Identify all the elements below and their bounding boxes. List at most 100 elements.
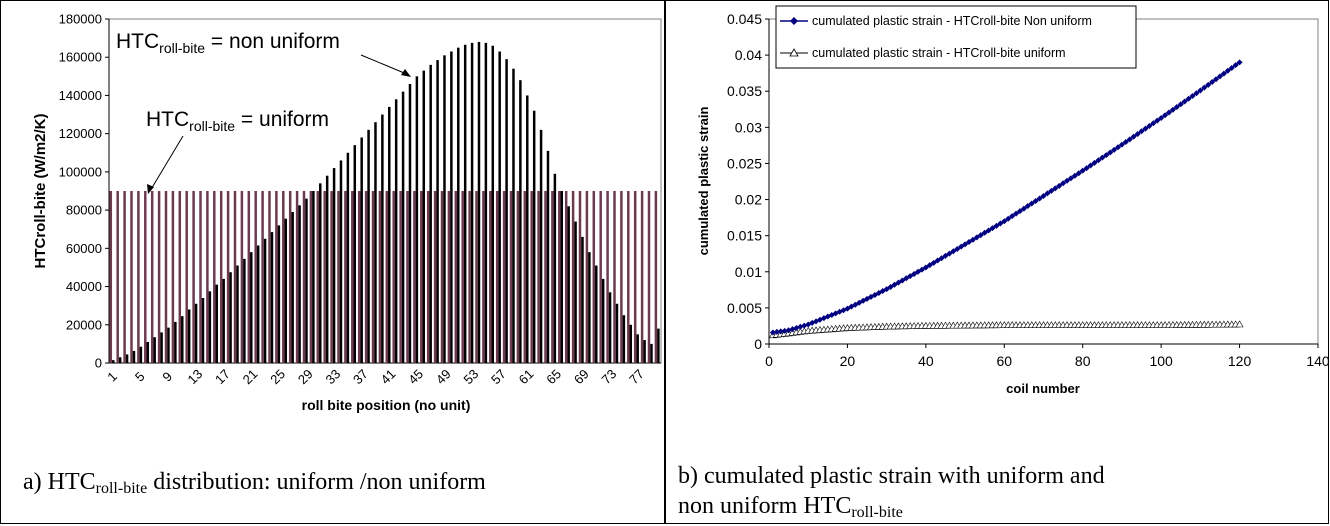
x-tick-label-a: 73: [598, 366, 619, 387]
bar-uniform: [509, 191, 513, 363]
x-tick-label-a: 1: [104, 369, 120, 385]
bar-non-uniform: [615, 303, 619, 363]
bar-non-uniform: [381, 114, 384, 363]
y-axis-label-a: HTCroll-bite (W/m2/K): [32, 114, 49, 269]
marker-non-uniform: [793, 324, 800, 331]
marker-non-uniform: [1013, 210, 1020, 217]
bar-uniform: [627, 191, 630, 363]
marker-non-uniform: [1228, 64, 1235, 71]
y-axis-label-b: cumulated plastic strain: [696, 107, 711, 256]
marker-non-uniform: [1181, 98, 1188, 105]
bar-non-uniform: [353, 145, 357, 363]
marker-non-uniform: [1060, 180, 1067, 187]
bar-uniform: [240, 191, 244, 363]
marker-non-uniform: [1134, 130, 1141, 137]
marker-non-uniform: [1115, 144, 1122, 151]
bar-uniform: [640, 191, 644, 363]
y-tick-label-a: 100000: [59, 164, 102, 179]
bar-uniform: [357, 191, 361, 363]
x-tick-label-a: 65: [543, 366, 564, 387]
bar-uniform: [254, 191, 257, 363]
bar-non-uniform: [388, 106, 391, 364]
bar-non-uniform: [367, 129, 370, 363]
bar-non-uniform: [208, 291, 212, 363]
marker-non-uniform: [1024, 203, 1031, 210]
panel-a: 0 20000 40000 60000 80000 100000 120000 140000 1…: [0, 0, 665, 524]
bar-non-uniform: [132, 350, 136, 363]
bar-uniform: [620, 191, 623, 363]
legend-marker-uniform: [789, 48, 799, 57]
bar-non-uniform: [291, 212, 294, 363]
bar-uniform: [489, 191, 492, 363]
marker-non-uniform: [977, 232, 984, 239]
bar-non-uniform: [243, 258, 246, 363]
bar-non-uniform: [429, 64, 432, 363]
legend-label-non-uniform: cumulated plastic strain - HTCroll-bite …: [812, 14, 1092, 28]
marker-non-uniform: [1142, 125, 1149, 132]
bar-non-uniform: [118, 357, 122, 363]
bar-uniform: [482, 191, 485, 363]
bar-uniform: [226, 191, 230, 363]
bar-uniform: [551, 191, 554, 363]
bar-uniform: [654, 191, 658, 363]
bar-non-uniform: [498, 51, 501, 363]
bar-non-uniform: [463, 44, 467, 364]
arrow-line-uniform: [149, 135, 184, 192]
bar-uniform: [144, 191, 147, 363]
y-tick-label-a: 160000: [59, 50, 102, 65]
plot-area-a: [108, 18, 662, 364]
marker-non-uniform: [891, 281, 898, 288]
x-tick-label-b: 40: [918, 353, 934, 369]
x-tick-label-a: 61: [516, 366, 537, 387]
bar-uniform: [606, 191, 609, 363]
bar-uniform: [330, 191, 333, 363]
bar-non-uniform: [526, 95, 529, 363]
x-tick-label-a: 49: [433, 366, 454, 387]
marker-non-uniform: [1099, 154, 1106, 161]
bar-non-uniform: [284, 218, 288, 363]
marker-non-uniform: [930, 259, 937, 266]
bar-non-uniform: [174, 321, 177, 363]
marker-non-uniform: [1095, 157, 1102, 164]
marker-non-uniform: [856, 299, 863, 306]
marker-non-uniform: [1201, 84, 1208, 91]
bar-uniform: [268, 191, 271, 363]
marker-non-uniform: [962, 241, 969, 248]
marker-non-uniform: [958, 243, 965, 250]
bar-uniform: [406, 191, 409, 363]
marker-non-uniform: [1044, 190, 1051, 197]
marker-non-uniform: [1224, 67, 1231, 74]
marker-non-uniform: [922, 264, 929, 271]
marker-non-uniform: [989, 225, 996, 232]
x-axis-label-b: coil number: [1006, 381, 1080, 396]
marker-non-uniform: [1032, 198, 1039, 204]
bar-uniform: [413, 191, 416, 363]
bar-uniform: [282, 191, 285, 363]
bar-uniform: [150, 191, 154, 363]
x-tick-label-a: 29: [295, 366, 316, 387]
bar-uniform: [302, 191, 306, 363]
marker-non-uniform: [1016, 208, 1023, 215]
x-tick-label-a: 69: [571, 366, 592, 387]
bar-uniform: [426, 191, 430, 363]
bar-non-uniform: [457, 47, 460, 364]
bar-non-uniform: [567, 206, 570, 363]
bar-non-uniform: [187, 309, 191, 363]
bar-non-uniform: [112, 360, 115, 363]
marker-non-uniform: [1197, 87, 1204, 94]
bar-non-uniform: [436, 60, 439, 363]
bar-uniform: [164, 191, 168, 363]
marker-non-uniform: [1111, 146, 1118, 153]
bar-non-uniform: [636, 334, 639, 363]
bar-uniform: [440, 191, 444, 363]
bar-non-uniform: [560, 191, 564, 363]
y-tick-label-a: 0: [95, 356, 102, 371]
bar-non-uniform: [153, 337, 156, 363]
bar-non-uniform: [532, 110, 536, 363]
marker-non-uniform: [883, 286, 890, 293]
bar-uniform: [468, 191, 471, 363]
bar-uniform: [495, 191, 499, 363]
bar-uniform: [364, 191, 368, 363]
bar-non-uniform: [484, 42, 488, 364]
chart-b-plastic-strain: 0 0.005 0.01 0.015 0.02 0.025 0.03 0.035 0.04 0.0…: [696, 5, 1330, 396]
